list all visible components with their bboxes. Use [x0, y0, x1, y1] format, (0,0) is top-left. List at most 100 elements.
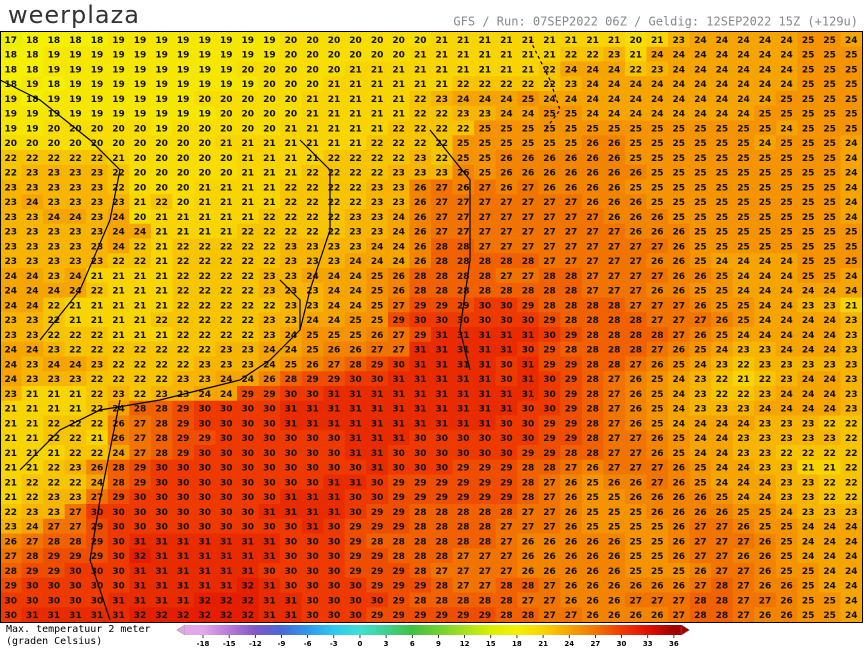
temperature-label: 26 — [565, 552, 578, 562]
temperature-label: 21 — [91, 434, 104, 444]
temperature-label: 28 — [500, 287, 513, 297]
temperature-label: 23 — [780, 360, 793, 370]
temperature-label: 24 — [26, 272, 39, 282]
temperature-label: 24 — [737, 331, 750, 341]
temperature-label: 26 — [608, 596, 621, 606]
temperature-label: 31 — [392, 405, 405, 415]
temperature-label: 27 — [565, 464, 578, 474]
temperature-cell — [474, 135, 497, 151]
temperature-label: 19 — [242, 51, 255, 61]
temperature-label: 23 — [91, 228, 104, 238]
temperature-cell — [775, 91, 798, 107]
temperature-label: 27 — [543, 508, 556, 518]
temperature-label: 22 — [457, 124, 470, 134]
temperature-label: 21 — [26, 390, 39, 400]
temperature-label: 26 — [694, 567, 707, 577]
temperature-label: 27 — [479, 228, 492, 238]
temperature-label: 19 — [155, 51, 168, 61]
temperature-label: 30 — [392, 360, 405, 370]
temperature-label: 25 — [737, 508, 750, 518]
temperature-label: 25 — [673, 154, 686, 164]
temperature-label: 23 — [69, 183, 82, 193]
temperature-cell — [818, 91, 842, 107]
temperature-label: 22 — [134, 257, 147, 267]
temperature-label: 27 — [673, 331, 686, 341]
temperature-cell — [323, 76, 346, 92]
temperature-label: 25 — [845, 110, 858, 120]
temperature-cell — [775, 61, 798, 77]
temperature-label: 24 — [823, 375, 836, 385]
temperature-label: 27 — [500, 213, 513, 223]
temperature-label: 29 — [392, 523, 405, 533]
temperature-label: 29 — [414, 582, 427, 592]
temperature-cell — [21, 91, 44, 107]
temperature-label: 22 — [285, 213, 298, 223]
temperature-label: 20 — [242, 65, 255, 75]
temperature-label: 22 — [91, 346, 104, 356]
temperature-label: 30 — [155, 523, 168, 533]
temperature-cell — [775, 76, 798, 92]
temperature-cell — [818, 120, 842, 136]
temperature-cell — [387, 32, 411, 48]
temperature-label: 26 — [586, 582, 599, 592]
temperature-label: 27 — [694, 316, 707, 326]
temperature-label: 31 — [134, 582, 147, 592]
temperature-label: 25 — [716, 493, 729, 503]
temperature-label: 30 — [436, 434, 449, 444]
temperature-label: 25 — [823, 124, 836, 134]
temperature-label: 22 — [392, 154, 405, 164]
temperature-label: 25 — [823, 51, 836, 61]
temperature-label: 31 — [479, 331, 492, 341]
temperature-label: 21 — [155, 331, 168, 341]
temperature-label: 24 — [780, 36, 793, 46]
temperature-label: 31 — [306, 405, 319, 415]
temperature-label: 25 — [845, 242, 858, 252]
temperature-label: 27 — [716, 537, 729, 547]
temperature-label: 21 — [500, 65, 513, 75]
temperature-label: 26 — [263, 375, 276, 385]
temperature-label: 21 — [69, 390, 82, 400]
temperature-cell — [237, 32, 260, 48]
temperature-label: 30 — [328, 596, 341, 606]
temperature-label: 26 — [543, 183, 556, 193]
temperature-label: 24 — [780, 51, 793, 61]
temperature-label: 31 — [220, 582, 233, 592]
temperature-cell — [603, 76, 626, 92]
temperature-label: 23 — [48, 508, 61, 518]
temperature-cell — [538, 46, 561, 63]
temperature-cell — [107, 32, 130, 48]
temperature-cell — [107, 105, 130, 122]
temperature-label: 26 — [694, 508, 707, 518]
temperature-label: 24 — [780, 508, 793, 518]
temperature-label: 24 — [802, 537, 815, 547]
temperature-cell — [431, 105, 454, 122]
temperature-label: 30 — [328, 523, 341, 533]
temperature-cell — [21, 46, 44, 63]
temperature-label: 26 — [673, 478, 686, 488]
temperature-label: 19 — [134, 51, 147, 61]
temperature-label: 22 — [155, 360, 168, 370]
temperature-cell — [431, 120, 454, 136]
temperature-label: 21 — [306, 110, 319, 120]
temperature-label: 24 — [694, 36, 707, 46]
temperature-label: 30 — [414, 449, 427, 459]
temperature-cell — [495, 46, 518, 63]
temperature-label: 25 — [651, 567, 664, 577]
temperature-label: 30 — [48, 596, 61, 606]
temperature-label: 23 — [845, 405, 858, 415]
temperature-label: 27 — [543, 242, 556, 252]
temperature-label: 24 — [629, 110, 642, 120]
temperature-label: 31 — [392, 434, 405, 444]
temperature-label: 20 — [198, 139, 211, 149]
temperature-label: 28 — [371, 537, 384, 547]
temperature-label: 31 — [26, 611, 39, 621]
temperature-label: 30 — [414, 434, 427, 444]
temperature-label: 27 — [500, 272, 513, 282]
temperature-label: 24 — [651, 51, 664, 61]
temperature-label: 25 — [673, 183, 686, 193]
temperature-label: 25 — [823, 228, 836, 238]
temperature-label: 28 — [155, 419, 168, 429]
temperature-cell — [581, 46, 604, 63]
temperature-label: 23 — [91, 169, 104, 179]
temperature-label: 23 — [392, 169, 405, 179]
